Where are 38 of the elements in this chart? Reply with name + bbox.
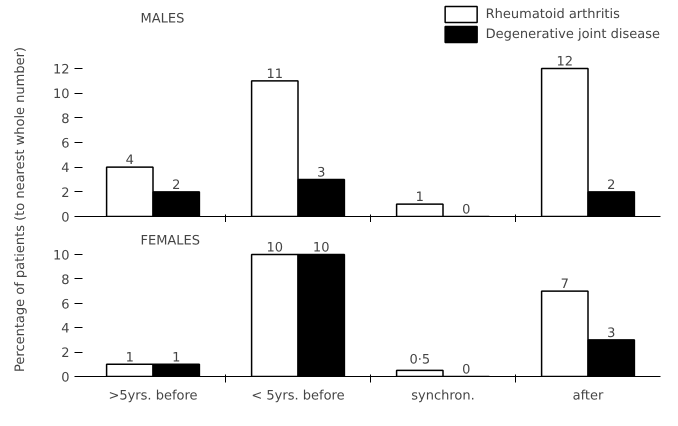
y-axis-title: Percentage of patients (to nearest whole number) [13, 46, 28, 372]
data-label: 12 [556, 54, 574, 70]
y-tick-label: 4 [61, 161, 70, 176]
legend-label: Degenerative joint disease [486, 26, 660, 42]
y-tick-label: 8 [61, 112, 70, 127]
data-label: 11 [266, 66, 284, 82]
data-label: 0 [462, 202, 470, 218]
data-label: 2 [172, 178, 180, 193]
data-label: 1 [126, 350, 134, 366]
data-label: 3 [607, 326, 616, 341]
y-tick-label: 0 [61, 210, 70, 226]
y-tick-label: 10 [52, 87, 70, 102]
data-label: 0 [462, 362, 470, 378]
y-tick-label: 4 [61, 322, 70, 337]
y-tick-label: 2 [61, 346, 70, 362]
data-label: 3 [317, 166, 326, 180]
y-tick-label: 0 [61, 370, 70, 386]
y-tick-label: 6 [61, 297, 70, 312]
y-tick-label: 2 [61, 186, 70, 201]
chart-title: FEMALES [140, 234, 200, 248]
legend-label: Rheumatoid arthritis [486, 6, 620, 22]
data-label: 0·5 [409, 352, 430, 368]
data-label: 1 [172, 350, 180, 366]
y-tick-label: 6 [61, 136, 70, 152]
x-tick-label: < 5yrs. before [251, 388, 345, 404]
data-label: 7 [560, 277, 569, 292]
x-tick-label: synchron. [411, 388, 475, 404]
y-tick-label: 10 [52, 248, 70, 264]
data-label: 10 [312, 240, 330, 256]
y-tick-label: 8 [61, 272, 70, 288]
data-label: 4 [126, 153, 134, 168]
data-label: 2 [607, 178, 616, 193]
chart-title: MALES [140, 12, 184, 26]
x-tick-label: after [572, 388, 604, 404]
data-label: 10 [266, 240, 284, 256]
data-label: 1 [416, 190, 424, 206]
x-tick-label: >5yrs. before [108, 388, 198, 404]
y-tick-label: 12 [52, 62, 70, 78]
